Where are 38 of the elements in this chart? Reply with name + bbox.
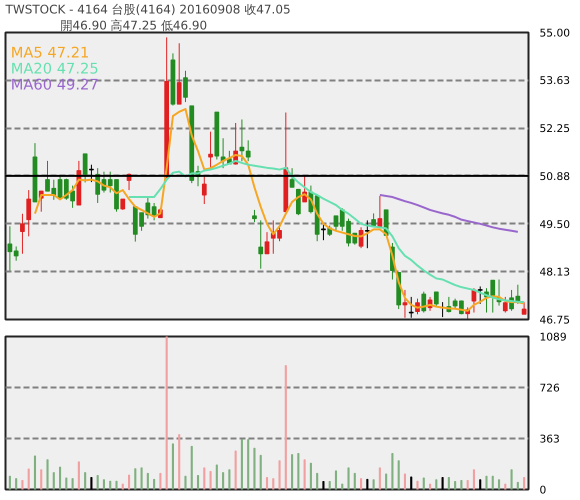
y-tick-label: 48.13	[540, 265, 570, 278]
candlestick	[502, 296, 508, 314]
y-tick-label: 46.75	[540, 314, 570, 326]
candlestick	[202, 174, 207, 205]
text: MA5 47.21	[10, 44, 90, 62]
y-tick-label: 726	[540, 382, 560, 394]
candlestick	[183, 70, 188, 103]
candlestick	[258, 220, 264, 270]
chart-title: TWSTOCK - 4164 台股(4164) 20160908 收47.05	[4, 2, 291, 16]
y-tick-label: 50.88	[540, 170, 570, 183]
candlestick	[26, 190, 32, 237]
candlestick	[472, 288, 476, 314]
text: MA60 49.27	[10, 76, 99, 94]
candlestick	[522, 302, 526, 315]
candlestick	[208, 131, 213, 169]
candlestick	[264, 232, 270, 254]
candlestick	[20, 213, 25, 254]
y-tick-label: 53.63	[540, 74, 570, 88]
y-tick-label: 52.25	[540, 122, 570, 136]
y-tick-label: 0	[540, 484, 546, 496]
candlestick	[82, 153, 88, 183]
candlestick	[408, 296, 414, 318]
candlestick	[434, 292, 439, 306]
line-series	[378, 194, 519, 233]
y-tick-label: 49.50	[540, 218, 570, 231]
candlestick	[176, 42, 182, 105]
chart-subtitle: 開46.90 高47.25 低46.90	[60, 18, 208, 32]
text: MA20 47.25	[10, 60, 99, 78]
candlestick	[402, 289, 408, 318]
candlestick	[478, 286, 483, 304]
candlestick	[252, 209, 257, 223]
y-tick-label: 1089	[540, 330, 567, 344]
y-tick-label: 363	[540, 432, 560, 446]
candlestick	[120, 198, 126, 210]
candlestick	[321, 223, 326, 241]
candlestick	[377, 196, 382, 227]
y-tick-label: 55.00	[540, 26, 570, 40]
candlestick	[290, 168, 294, 188]
